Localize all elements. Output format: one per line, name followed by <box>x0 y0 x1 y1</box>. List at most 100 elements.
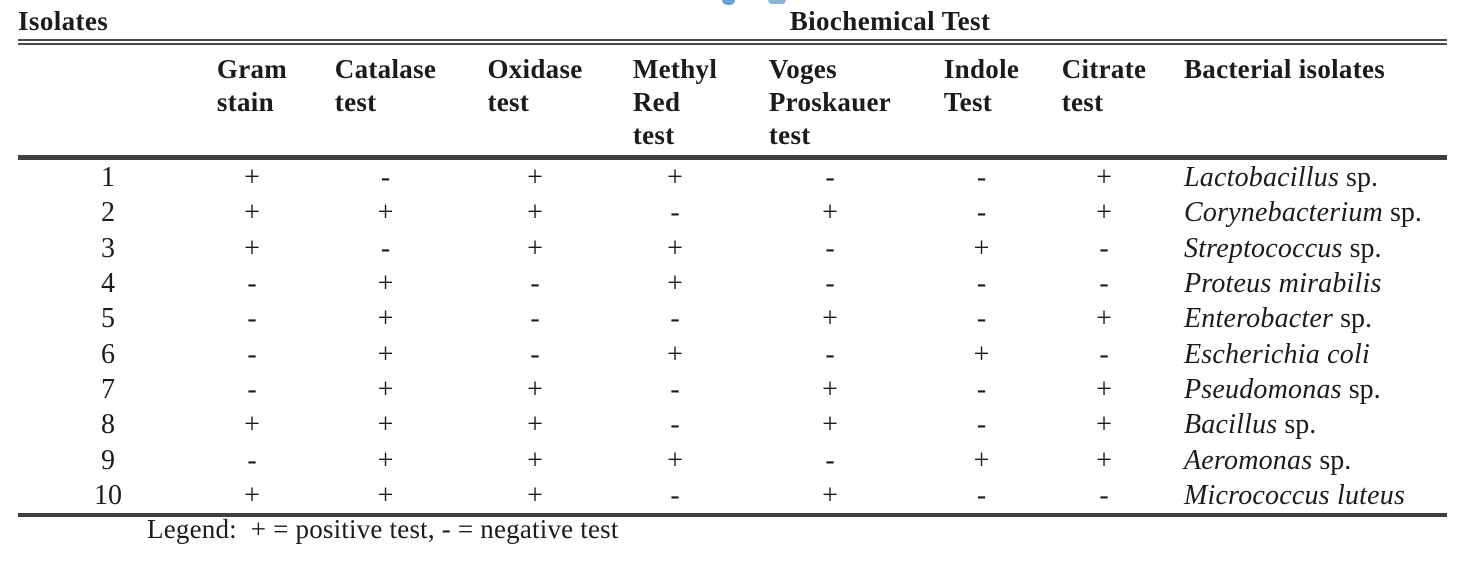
result-catalase: + <box>377 338 394 370</box>
result-oxidase: + <box>465 477 605 517</box>
result-voges-proskauer: - <box>825 162 835 194</box>
result-citrate: - <box>1099 232 1109 264</box>
cropped-link-text-artifact <box>722 0 735 5</box>
result-indole: - <box>915 477 1048 517</box>
group-header-row: Isolates Biochemical Test <box>18 6 1448 45</box>
isolate-number: 8 <box>101 409 115 441</box>
result-indole: + <box>973 232 990 264</box>
isolate-row-2: 2 + + + - + - + Corynebacterium sp. <box>18 195 1447 230</box>
result-gram-stain: - <box>247 268 257 300</box>
result-catalase: + <box>306 477 465 517</box>
result-indole: - <box>976 197 987 229</box>
result-methyl-red: + <box>667 444 683 476</box>
column-header-row: Gram stain Catalase test Oxidase test Methyl Re… <box>18 42 1448 160</box>
result-catalase: + <box>377 409 394 441</box>
result-oxidase: + <box>527 373 543 405</box>
result-oxidase: + <box>527 444 543 476</box>
result-catalase: + <box>377 303 394 335</box>
result-indole: - <box>976 162 987 194</box>
result-gram-stain: + <box>198 477 306 517</box>
result-voges-proskauer: - <box>825 338 835 370</box>
result-voges-proskauer: - <box>825 268 835 300</box>
result-methyl-red: - <box>670 409 680 441</box>
bacterial-isolate-name: Aeromonas sp. <box>1184 444 1352 476</box>
result-voges-proskauer: + <box>822 373 838 405</box>
biochemical-test-table: Isolates Biochemical Test Gram stain Catal… <box>18 6 1448 517</box>
result-oxidase: - <box>530 303 540 335</box>
bacterial-isolate-name: Proteus mirabilis <box>1184 268 1382 300</box>
result-voges-proskauer: + <box>822 409 838 441</box>
bacterial-isolate-name: Escherichia coli <box>1184 338 1370 370</box>
result-indole: - <box>976 409 987 441</box>
result-voges-proskauer: + <box>822 197 838 229</box>
result-methyl-red: - <box>605 477 745 517</box>
bacterial-isolate-name: Pseudomonas sp. <box>1184 373 1381 405</box>
result-oxidase: + <box>527 409 543 441</box>
column-header-catalase-test: Catalase test <box>306 42 465 160</box>
result-voges-proskauer: - <box>825 232 835 264</box>
result-methyl-red: + <box>667 338 683 370</box>
result-citrate: + <box>1096 197 1112 229</box>
result-methyl-red: + <box>667 268 683 300</box>
result-gram-stain: + <box>244 197 260 229</box>
result-oxidase: - <box>530 268 540 300</box>
column-header-indole-test: Indole Test <box>915 42 1048 160</box>
result-gram-stain: - <box>247 373 257 405</box>
result-gram-stain: + <box>244 162 260 194</box>
result-citrate: - <box>1099 338 1109 370</box>
column-header-spacer <box>18 42 198 160</box>
isolate-row-5: 5 - + - - + - + Enterobacter sp. <box>18 301 1447 336</box>
result-oxidase: - <box>530 338 540 370</box>
bacterial-isolate-name: Corynebacterium sp. <box>1184 197 1422 229</box>
isolate-number: 2 <box>101 197 115 229</box>
result-gram-stain: - <box>247 338 257 370</box>
result-methyl-red: - <box>670 373 680 405</box>
result-citrate: + <box>1096 162 1112 194</box>
biochemical-test-group-label: Biochemical Test <box>198 6 1448 45</box>
table-body: 1 + - + + - - + Lactobacillus sp. 2 + + + - + - + Coryneb… <box>18 158 1448 517</box>
column-header-citrate-test: Citrate test <box>1048 42 1160 160</box>
result-methyl-red: - <box>670 197 680 229</box>
result-voges-proskauer: + <box>822 303 838 335</box>
isolate-number: 9 <box>101 444 115 476</box>
column-header-voges-proskauer-test: Voges Proskauer test <box>745 42 915 160</box>
bacterial-isolate-name: Micrococcus luteus <box>1160 477 1448 517</box>
result-citrate: + <box>1096 373 1112 405</box>
result-citrate: - <box>1099 268 1109 300</box>
bacterial-isolate-name: Lactobacillus sp. <box>1184 162 1378 194</box>
result-voges-proskauer: + <box>745 477 915 517</box>
column-header-bacterial-isolates: Bacterial isolates <box>1160 42 1448 160</box>
isolates-column-group-label: Isolates <box>18 6 198 45</box>
isolate-row-8: 8 + + + - + - + Bacillus sp. <box>18 407 1447 442</box>
isolate-row-3: 3 + - + + - + - Streptococcus sp. <box>18 231 1447 266</box>
result-catalase: + <box>377 444 394 476</box>
isolate-number: 6 <box>101 338 115 370</box>
result-gram-stain: - <box>247 444 257 476</box>
result-catalase: + <box>377 373 394 405</box>
isolate-number: 1 <box>101 162 115 194</box>
result-catalase: - <box>380 162 391 194</box>
result-indole: - <box>976 303 987 335</box>
bacterial-isolate-name: Bacillus sp. <box>1184 409 1317 441</box>
result-indole: + <box>973 444 990 476</box>
isolate-number: 10 <box>18 477 198 517</box>
legend: Legend: + = positive test, - = negative … <box>147 514 619 544</box>
result-gram-stain: + <box>244 232 260 264</box>
isolate-number: 4 <box>101 268 115 300</box>
result-oxidase: + <box>527 232 543 264</box>
isolate-row-9: 9 - + + + - + + Aeromonas sp. <box>18 442 1447 477</box>
result-voges-proskauer: - <box>825 444 835 476</box>
result-methyl-red: - <box>670 303 680 335</box>
result-methyl-red: + <box>667 232 683 264</box>
result-citrate: + <box>1096 303 1112 335</box>
column-header-gram-stain: Gram stain <box>198 42 306 160</box>
result-methyl-red: + <box>667 162 683 194</box>
result-citrate: - <box>1048 477 1160 517</box>
isolate-row-6: 6 - + - + - + - Escherichia coli <box>18 336 1447 371</box>
result-catalase: + <box>377 268 394 300</box>
result-catalase: + <box>377 197 394 229</box>
column-header-methyl-red-test: Methyl Red test <box>605 42 745 160</box>
isolate-number: 5 <box>101 303 115 335</box>
isolate-number: 3 <box>101 232 115 264</box>
result-oxidase: + <box>527 162 543 194</box>
